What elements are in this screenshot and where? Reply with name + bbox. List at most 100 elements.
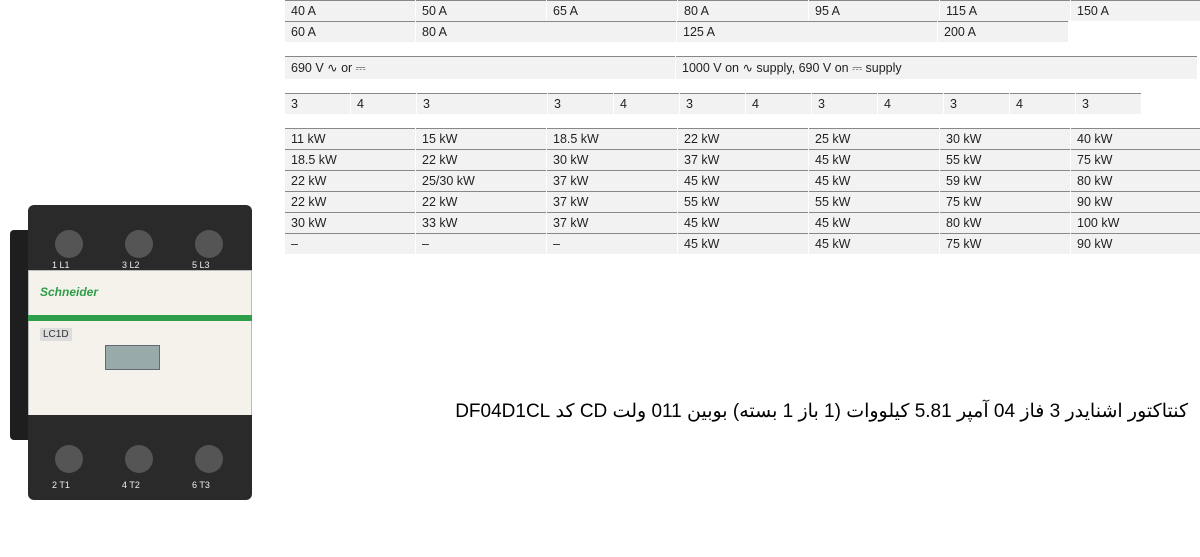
- row-current-top: 40 A 50 A 65 A 80 A 95 A 115 A 150 A: [285, 0, 1200, 21]
- cell-amp: 125 A: [677, 21, 937, 42]
- screw-icon: [125, 230, 153, 258]
- cell-kw: 18.5 kW: [285, 149, 415, 170]
- mount-rail: [10, 230, 30, 440]
- cell-kw: 33 kW: [416, 212, 546, 233]
- cell-pole: 3: [1076, 93, 1141, 114]
- cell-kw: 90 kW: [1071, 233, 1200, 254]
- spec-table: 40 A 50 A 65 A 80 A 95 A 115 A 150 A 60 …: [285, 0, 1200, 254]
- cell-kw: 55 kW: [940, 149, 1070, 170]
- row-kw: 22 kW22 kW37 kW55 kW55 kW75 kW90 kW: [285, 191, 1200, 212]
- cell-kw: 90 kW: [1071, 191, 1200, 212]
- cell-kw: –: [547, 233, 677, 254]
- cell-pole: 4: [351, 93, 416, 114]
- cell-kw: 45 kW: [809, 149, 939, 170]
- model-label: LC1D: [40, 328, 72, 341]
- cell-pole: 3: [944, 93, 1009, 114]
- cell-amp: 80 A: [416, 21, 676, 42]
- cell-kw: 25/30 kW: [416, 170, 546, 191]
- product-image: Schneider LC1D 1 L1 3 L2 5 L3 2 T1 4 T2 …: [10, 190, 270, 535]
- cell-pole: 3: [285, 93, 350, 114]
- cell-kw: 55 kW: [809, 191, 939, 212]
- cell-kw: 22 kW: [678, 128, 808, 149]
- cell-kw: 37 kW: [547, 191, 677, 212]
- screw-icon: [55, 445, 83, 473]
- cell-amp: 40 A: [285, 0, 415, 21]
- cell-amp: 150 A: [1071, 0, 1200, 21]
- cell-kw: 30 kW: [285, 212, 415, 233]
- green-stripe: [28, 315, 252, 321]
- terminal-label: 2 T1: [52, 480, 70, 490]
- cell-amp: 80 A: [678, 0, 808, 21]
- cell-pole: 4: [878, 93, 943, 114]
- cell-amp: 60 A: [285, 21, 415, 42]
- cell-pole: 3: [417, 93, 547, 114]
- cell-pole: 3: [548, 93, 613, 114]
- terminal-label: 1 L1: [52, 260, 70, 270]
- cell-kw: 22 kW: [285, 191, 415, 212]
- kw-rows: 11 kW15 kW18.5 kW22 kW25 kW30 kW40 kW18.…: [285, 128, 1200, 254]
- cell-kw: 37 kW: [547, 170, 677, 191]
- cell-pole: 3: [680, 93, 745, 114]
- cell-kw: 45 kW: [678, 212, 808, 233]
- cell-kw: 37 kW: [678, 149, 808, 170]
- terminal-label: 6 T3: [192, 480, 210, 490]
- cell-kw: 80 kW: [940, 212, 1070, 233]
- cell-amp: 65 A: [547, 0, 677, 21]
- cell-kw: 11 kW: [285, 128, 415, 149]
- cell-amp: 200 A: [938, 21, 1068, 42]
- cell-kw: 45 kW: [678, 233, 808, 254]
- screw-icon: [195, 230, 223, 258]
- screw-icon: [125, 445, 153, 473]
- cell-kw: 30 kW: [940, 128, 1070, 149]
- terminal-label: 5 L3: [192, 260, 210, 270]
- row-current-bot: 60 A 80 A 125 A 200 A: [285, 21, 1200, 42]
- product-caption: کنتاکتور اشنایدر 3 فاز 40 آمپر 18.5 کیلو…: [455, 400, 1188, 423]
- cell-kw: 45 kW: [809, 233, 939, 254]
- cell-kw: –: [416, 233, 546, 254]
- cell-amp: 115 A: [940, 0, 1070, 21]
- row-kw: 11 kW15 kW18.5 kW22 kW25 kW30 kW40 kW: [285, 128, 1200, 149]
- cell-kw: 45 kW: [809, 212, 939, 233]
- cell-kw: 22 kW: [285, 170, 415, 191]
- cell-kw: 25 kW: [809, 128, 939, 149]
- cell-kw: 40 kW: [1071, 128, 1200, 149]
- cell-kw: 59 kW: [940, 170, 1070, 191]
- screw-icon: [55, 230, 83, 258]
- cell-kw: 75 kW: [1071, 149, 1200, 170]
- cell-kw: 45 kW: [678, 170, 808, 191]
- cell-voltage-right: 1000 V on ∿ supply, 690 V on ⎓ supply: [676, 56, 1197, 79]
- brand-logo: Schneider: [40, 285, 98, 299]
- cell-kw: 30 kW: [547, 149, 677, 170]
- row-kw: –––45 kW45 kW75 kW90 kW: [285, 233, 1200, 254]
- cell-pole: 4: [746, 93, 811, 114]
- cell-kw: 100 kW: [1071, 212, 1200, 233]
- row-kw: 30 kW33 kW37 kW45 kW45 kW80 kW100 kW: [285, 212, 1200, 233]
- indicator-window: [105, 345, 160, 370]
- cell-kw: 22 kW: [416, 149, 546, 170]
- cell-pole: 4: [1010, 93, 1075, 114]
- cell-kw: 37 kW: [547, 212, 677, 233]
- cell-kw: 22 kW: [416, 191, 546, 212]
- cell-kw: 75 kW: [940, 191, 1070, 212]
- row-kw: 22 kW25/30 kW37 kW45 kW45 kW59 kW80 kW: [285, 170, 1200, 191]
- cell-kw: –: [285, 233, 415, 254]
- cell-kw: 80 kW: [1071, 170, 1200, 191]
- cell-pole: 3: [812, 93, 877, 114]
- cell-amp: 95 A: [809, 0, 939, 21]
- cell-kw: 55 kW: [678, 191, 808, 212]
- terminal-label: 3 L2: [122, 260, 140, 270]
- cell-kw: 18.5 kW: [547, 128, 677, 149]
- cell-empty: [1069, 21, 1199, 42]
- row-kw: 18.5 kW22 kW30 kW37 kW45 kW55 kW75 kW: [285, 149, 1200, 170]
- cell-kw: 75 kW: [940, 233, 1070, 254]
- cell-kw: 15 kW: [416, 128, 546, 149]
- row-poles: 3 4 3 3 4 3 4 3 4 3 4 3: [285, 93, 1200, 114]
- cell-voltage-left: 690 V ∿ or ⎓: [285, 56, 675, 79]
- cell-amp: 50 A: [416, 0, 546, 21]
- cell-pole: 4: [614, 93, 679, 114]
- cell-kw: 45 kW: [809, 170, 939, 191]
- screw-icon: [195, 445, 223, 473]
- contactor-illustration: Schneider LC1D 1 L1 3 L2 5 L3 2 T1 4 T2 …: [10, 190, 270, 535]
- row-voltage: 690 V ∿ or ⎓ 1000 V on ∿ supply, 690 V o…: [285, 56, 1200, 79]
- terminal-label: 4 T2: [122, 480, 140, 490]
